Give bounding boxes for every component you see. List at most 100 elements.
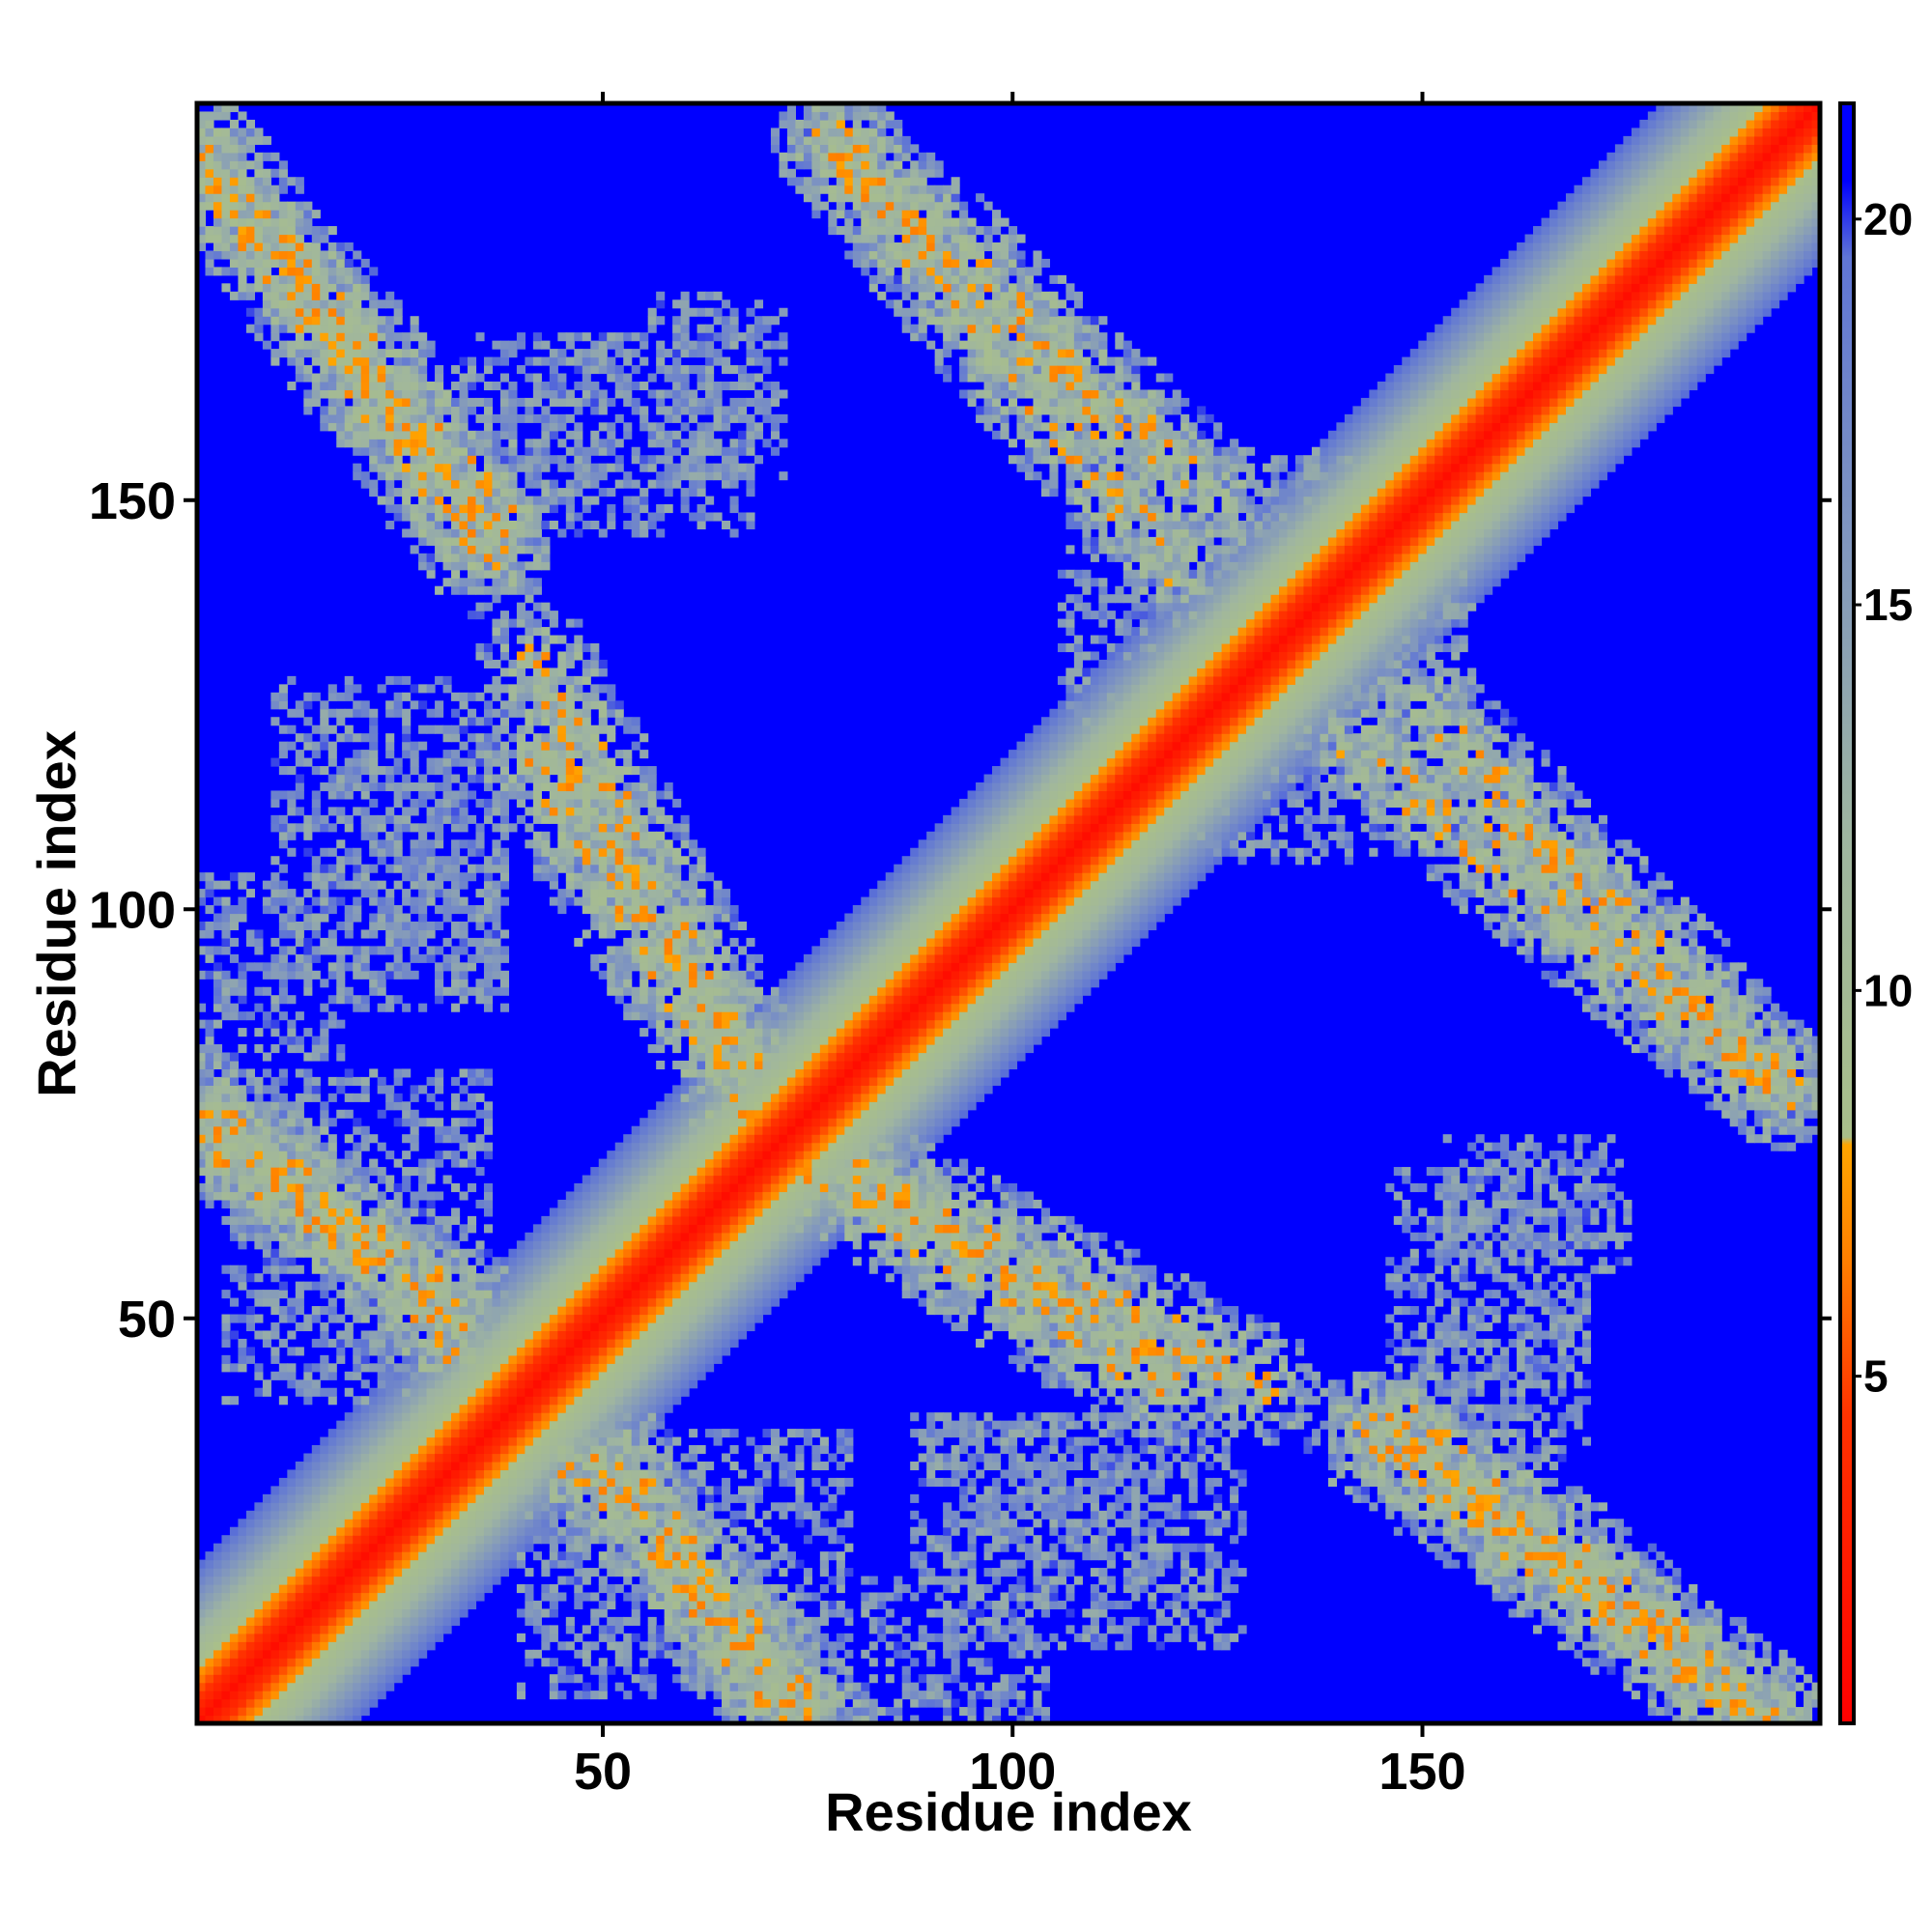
heatmap-cell <box>402 1101 411 1110</box>
heatmap-cell <box>369 987 378 996</box>
heatmap-cell <box>427 1511 436 1520</box>
heatmap-cell <box>443 431 452 440</box>
heatmap-cell <box>460 1101 469 1110</box>
heatmap-cell <box>500 1494 509 1503</box>
heatmap-cell <box>263 259 271 268</box>
heatmap-cell <box>566 807 575 815</box>
heatmap-cell <box>435 414 443 423</box>
heatmap-cell <box>394 832 403 840</box>
heatmap-cell <box>557 742 566 751</box>
heatmap-cell <box>517 1372 526 1380</box>
heatmap-cell <box>508 1405 517 1413</box>
heatmap-cell <box>599 1674 608 1683</box>
heatmap-cell <box>320 341 328 350</box>
heatmap-cell <box>385 1462 394 1470</box>
heatmap-cell <box>238 1028 246 1037</box>
heatmap-cell <box>517 1478 526 1487</box>
heatmap-cell <box>541 1478 550 1487</box>
heatmap-cell <box>221 226 230 235</box>
heatmap-cell <box>590 1379 599 1388</box>
heatmap-cell <box>378 1445 386 1454</box>
heatmap-cell <box>517 1273 526 1282</box>
heatmap-cell <box>451 578 460 586</box>
heatmap-cell <box>590 398 599 407</box>
heatmap-cell <box>213 1544 222 1552</box>
heatmap-cell <box>270 357 279 366</box>
heatmap-cell <box>411 700 419 709</box>
heatmap-cell <box>427 1608 436 1617</box>
heatmap-cell <box>303 758 312 767</box>
heatmap-cell <box>205 177 213 185</box>
heatmap-cell <box>468 905 476 914</box>
heatmap-cell <box>566 1494 575 1503</box>
heatmap-cell <box>451 1388 460 1397</box>
heatmap-cell <box>411 1527 419 1536</box>
heatmap-cell <box>411 1240 419 1249</box>
heatmap-cell <box>394 1396 403 1405</box>
heatmap-cell <box>328 1584 337 1593</box>
heatmap-cell <box>582 897 591 906</box>
heatmap-cell <box>533 758 542 767</box>
heatmap-cell <box>590 725 599 734</box>
heatmap-cell <box>590 497 599 505</box>
heatmap-cell <box>566 1625 575 1634</box>
heatmap-cell <box>500 815 509 824</box>
heatmap-cell <box>508 1454 517 1463</box>
heatmap-cell <box>418 332 427 341</box>
heatmap-cell <box>328 1306 337 1315</box>
heatmap-cell <box>590 439 599 447</box>
heatmap-cell <box>533 1478 542 1487</box>
heatmap-cell <box>263 1592 271 1601</box>
heatmap-cell <box>427 1176 436 1184</box>
heatmap-cell <box>500 1355 509 1364</box>
heatmap-cell <box>254 1535 263 1544</box>
heatmap-cell <box>378 439 386 447</box>
heatmap-cell <box>205 1699 213 1708</box>
heatmap-cell <box>500 832 509 840</box>
heatmap-cell <box>402 374 411 383</box>
heatmap-cell <box>517 332 526 341</box>
heatmap-cell <box>525 1363 533 1372</box>
heatmap-cell <box>312 971 321 980</box>
heatmap-cell <box>238 1208 246 1216</box>
heatmap-cell <box>205 1568 213 1577</box>
heatmap-cell <box>328 709 337 718</box>
heatmap-cell <box>500 1372 509 1380</box>
heatmap-cell <box>221 128 230 136</box>
heatmap-cell <box>550 1347 558 1355</box>
heatmap-cell <box>508 1412 517 1421</box>
heatmap-cell <box>238 1224 246 1233</box>
heatmap-cell <box>460 979 469 987</box>
heatmap-cell <box>254 1208 263 1216</box>
heatmap-cell <box>460 1601 469 1609</box>
heatmap-cell <box>320 1118 328 1126</box>
heatmap-cell <box>451 799 460 808</box>
heatmap-cell <box>492 660 500 668</box>
heatmap-cell <box>263 1666 271 1675</box>
heatmap-cell <box>378 897 386 906</box>
heatmap-cell <box>361 1445 370 1454</box>
heatmap-cell <box>279 929 288 938</box>
heatmap-cell <box>213 202 222 211</box>
heatmap-cell <box>460 1445 469 1454</box>
heatmap-cell <box>336 872 345 881</box>
heatmap-cell <box>492 693 500 701</box>
heatmap-cell <box>205 1634 213 1642</box>
heatmap-cell <box>582 693 591 701</box>
heatmap-cell <box>238 1608 246 1617</box>
heatmap-cell <box>287 807 296 815</box>
heatmap-cell <box>574 1347 582 1355</box>
heatmap-cell <box>303 202 312 211</box>
heatmap-cell <box>435 586 443 595</box>
heatmap-cell <box>443 1412 452 1421</box>
heatmap-cell <box>418 1601 427 1609</box>
heatmap-cell <box>263 226 271 235</box>
heatmap-cell <box>345 1469 354 1478</box>
heatmap-cell <box>475 1134 484 1143</box>
heatmap-cell <box>443 1445 452 1454</box>
heatmap-cell <box>303 1699 312 1708</box>
heatmap-cell <box>385 922 394 930</box>
heatmap-cell <box>270 1077 279 1086</box>
heatmap-cell <box>533 1224 542 1233</box>
heatmap-cell <box>287 1707 296 1716</box>
